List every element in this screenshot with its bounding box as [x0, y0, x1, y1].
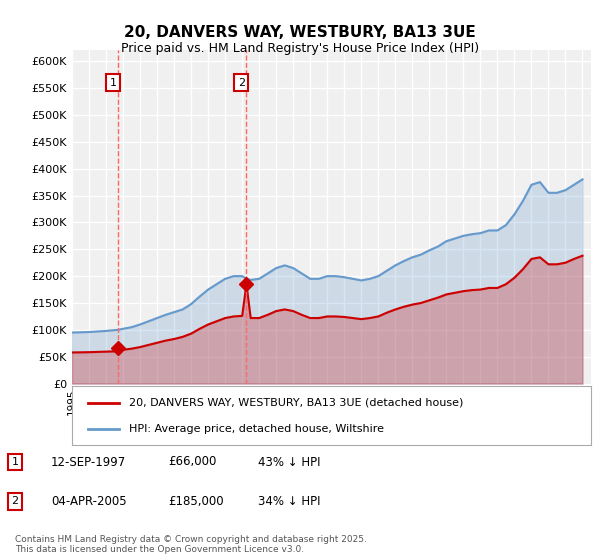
Text: £185,000: £185,000	[168, 494, 224, 508]
Text: 20, DANVERS WAY, WESTBURY, BA13 3UE (detached house): 20, DANVERS WAY, WESTBURY, BA13 3UE (det…	[129, 398, 463, 408]
Text: 12-SEP-1997: 12-SEP-1997	[51, 455, 126, 469]
Text: 04-APR-2005: 04-APR-2005	[51, 494, 127, 508]
Text: £66,000: £66,000	[168, 455, 217, 469]
Text: 1: 1	[109, 78, 116, 88]
Text: Contains HM Land Registry data © Crown copyright and database right 2025.
This d: Contains HM Land Registry data © Crown c…	[15, 535, 367, 554]
Text: Price paid vs. HM Land Registry's House Price Index (HPI): Price paid vs. HM Land Registry's House …	[121, 42, 479, 55]
Text: 2: 2	[11, 496, 19, 506]
Text: 1: 1	[11, 457, 19, 467]
Text: HPI: Average price, detached house, Wiltshire: HPI: Average price, detached house, Wilt…	[129, 424, 384, 434]
Text: 43% ↓ HPI: 43% ↓ HPI	[258, 455, 320, 469]
Text: 20, DANVERS WAY, WESTBURY, BA13 3UE: 20, DANVERS WAY, WESTBURY, BA13 3UE	[124, 25, 476, 40]
Text: 2: 2	[238, 78, 245, 88]
Text: 34% ↓ HPI: 34% ↓ HPI	[258, 494, 320, 508]
